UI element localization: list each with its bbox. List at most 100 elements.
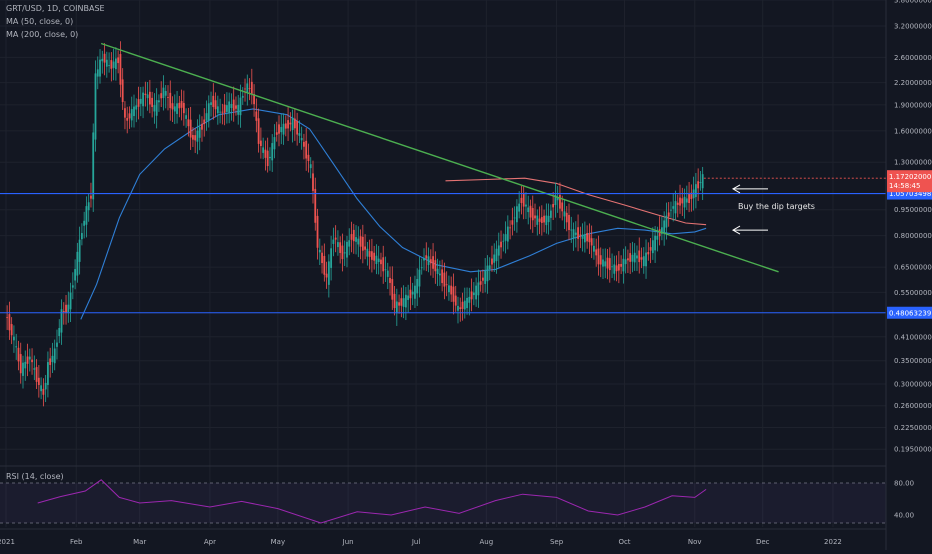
candle-body [255, 112, 257, 121]
candle-body [532, 208, 534, 220]
candle-body [221, 112, 223, 113]
candle-body [629, 253, 631, 262]
ma50-legend[interactable]: MA (50, close, 0) [6, 17, 73, 26]
candle-body [317, 216, 319, 248]
candle-body [79, 240, 81, 262]
candle-body [525, 205, 527, 207]
candle-body [410, 290, 412, 299]
rsi-tick-label: 80.00 [894, 480, 914, 488]
candle-body [477, 282, 479, 295]
annotation-text: Buy the dip targets [738, 202, 815, 211]
x-tick-label: May [271, 538, 285, 546]
candle-body [36, 367, 38, 382]
candle-body [536, 216, 538, 225]
candle-body [153, 105, 155, 111]
candle-body [505, 234, 507, 241]
candle-body [110, 60, 112, 69]
candle-body [323, 256, 325, 275]
candle-body [351, 234, 353, 240]
candle-body [276, 132, 278, 135]
candle-body [423, 258, 425, 260]
candle-body [675, 201, 677, 213]
candle-body [133, 107, 135, 116]
candle-body [42, 389, 44, 395]
candle-body [56, 343, 58, 347]
candle-body [15, 346, 17, 347]
candle-body [244, 89, 246, 90]
candle-body [516, 206, 518, 222]
candle-body [38, 378, 40, 385]
candle-body [686, 198, 688, 202]
candle-body [342, 246, 344, 259]
candle-body [140, 99, 142, 104]
candle-body [88, 202, 90, 210]
candle-body [548, 216, 550, 222]
ma200-legend[interactable]: MA (200, close, 0) [6, 30, 78, 39]
candle-body [147, 94, 149, 98]
candle-body [249, 88, 251, 89]
candle-body [382, 257, 384, 271]
candle-body [201, 124, 203, 130]
candle-body [129, 113, 131, 118]
candle-body [419, 270, 421, 287]
candle-body [457, 306, 459, 311]
candle-body [251, 82, 253, 94]
candle-body [113, 62, 115, 68]
candle-body [450, 286, 452, 295]
candle-body [670, 210, 672, 211]
candle-body [215, 100, 217, 109]
candle-body [258, 118, 260, 144]
countdown-label: 14:58:45 [889, 182, 920, 190]
x-tick-label: Dec [756, 538, 770, 546]
candle-body [584, 234, 586, 242]
candle-body [396, 301, 398, 313]
rsi-legend[interactable]: RSI (14, close) [6, 472, 64, 481]
candle-body [20, 354, 22, 373]
candle-body [659, 229, 661, 236]
candle-body [355, 237, 357, 242]
candle-body [638, 251, 640, 263]
candle-body [131, 109, 133, 120]
candle-body [120, 54, 122, 85]
candle-body [165, 91, 167, 96]
candle-body [8, 314, 10, 330]
candle-body [115, 58, 117, 69]
candle-body [446, 284, 448, 285]
candle-body [178, 103, 180, 108]
candle-body [360, 236, 362, 246]
candle-body [330, 248, 332, 268]
candle-body [283, 124, 285, 135]
candle-body [298, 133, 300, 136]
candle-body [489, 265, 491, 269]
x-tick-label: Jul [411, 538, 421, 546]
candle-body [262, 147, 264, 152]
candle-body [391, 279, 393, 300]
x-tick-label: Apr [204, 538, 216, 546]
candle-body [518, 204, 520, 212]
candle-body [455, 296, 457, 306]
candle-body [339, 242, 341, 253]
candle-body [613, 264, 615, 273]
candle-body [158, 100, 160, 102]
candle-body [550, 211, 552, 218]
candle-body [163, 88, 165, 98]
candle-body [586, 233, 588, 241]
candle-body [54, 348, 56, 363]
candle-body [480, 281, 482, 285]
candle-body [138, 99, 140, 107]
candle-body [622, 259, 624, 272]
y-tick-label: 0.35000000 [894, 357, 932, 365]
candle-body [321, 253, 323, 263]
candle-body [650, 247, 652, 250]
candle-body [308, 155, 310, 161]
candle-body [498, 245, 500, 255]
candle-body [99, 60, 101, 77]
candle-body [67, 305, 69, 313]
candle-body [332, 240, 334, 244]
candle-body [104, 54, 106, 63]
x-tick-label: Jun [342, 538, 354, 546]
candle-body [301, 138, 303, 140]
candle-body [265, 150, 267, 158]
